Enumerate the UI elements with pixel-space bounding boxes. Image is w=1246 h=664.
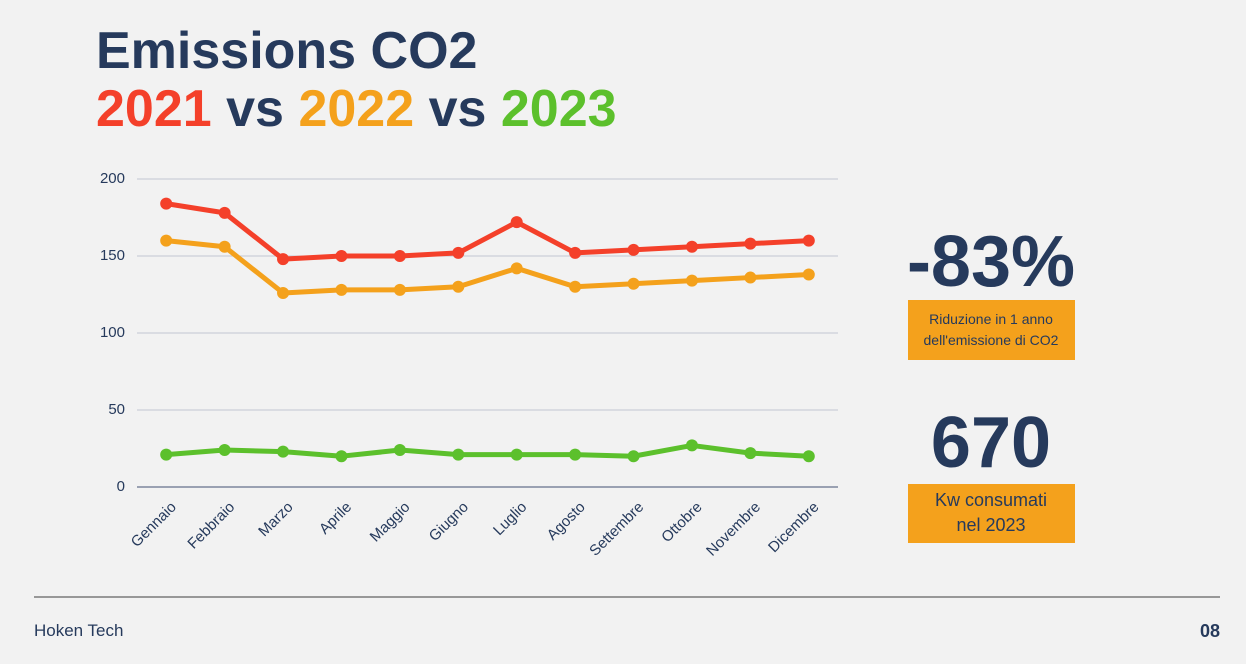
data-point bbox=[627, 277, 640, 290]
separator: vs bbox=[429, 80, 487, 138]
year-2022: 2022 bbox=[298, 80, 414, 138]
year-2021: 2021 bbox=[96, 80, 212, 138]
data-point bbox=[218, 240, 231, 253]
data-point bbox=[627, 450, 640, 463]
y-tick-label: 0 bbox=[117, 478, 125, 495]
y-tick-label: 200 bbox=[100, 170, 125, 187]
data-point bbox=[218, 444, 231, 457]
data-point bbox=[802, 234, 815, 247]
stat-label: nel 2023 bbox=[956, 515, 1025, 535]
data-point bbox=[627, 243, 640, 256]
data-point bbox=[569, 246, 582, 259]
title: Emissions CO2 bbox=[96, 22, 477, 80]
y-tick-label: 100 bbox=[100, 324, 125, 341]
series-line bbox=[165, 238, 809, 296]
data-point bbox=[452, 448, 465, 461]
data-point bbox=[510, 216, 523, 229]
data-point bbox=[802, 450, 815, 463]
y-tick-label: 50 bbox=[108, 401, 125, 418]
data-point bbox=[277, 286, 290, 299]
data-point bbox=[685, 439, 698, 452]
series-line bbox=[166, 442, 809, 459]
stat-value: -83% bbox=[907, 222, 1075, 302]
data-point bbox=[277, 253, 290, 266]
footer-company: Hoken Tech bbox=[34, 621, 123, 640]
title-years: 2021 vs 2022 vs 2023 bbox=[96, 80, 617, 138]
stat-label: Kw consumati bbox=[935, 490, 1047, 510]
data-point bbox=[160, 197, 173, 210]
data-point bbox=[510, 262, 523, 275]
data-point bbox=[335, 250, 348, 262]
data-point bbox=[335, 450, 348, 463]
year-2023: 2023 bbox=[501, 80, 617, 138]
series-line bbox=[165, 201, 809, 262]
stat-value: 670 bbox=[931, 403, 1051, 483]
stat-box bbox=[908, 484, 1075, 543]
data-point bbox=[277, 445, 290, 458]
data-point bbox=[160, 448, 173, 461]
separator: vs bbox=[226, 80, 284, 138]
data-point bbox=[569, 448, 582, 461]
page-number: 08 bbox=[1200, 621, 1220, 641]
stat-label: dell'emissione di CO2 bbox=[924, 332, 1059, 348]
data-point bbox=[160, 234, 173, 247]
data-point bbox=[335, 283, 348, 296]
data-point bbox=[569, 280, 582, 293]
data-point bbox=[510, 448, 523, 461]
data-point bbox=[393, 283, 406, 296]
data-point bbox=[802, 268, 815, 281]
data-point bbox=[744, 237, 757, 250]
data-point bbox=[452, 246, 465, 259]
stat-box bbox=[908, 300, 1075, 360]
data-point bbox=[744, 447, 757, 460]
data-point bbox=[218, 206, 231, 219]
data-point bbox=[685, 240, 698, 253]
stat-label: Riduzione in 1 anno bbox=[929, 311, 1053, 327]
data-point bbox=[452, 280, 465, 293]
data-point bbox=[393, 444, 406, 457]
data-point bbox=[685, 274, 698, 287]
data-point bbox=[744, 271, 757, 284]
data-point bbox=[393, 250, 406, 262]
y-tick-label: 150 bbox=[100, 247, 125, 264]
